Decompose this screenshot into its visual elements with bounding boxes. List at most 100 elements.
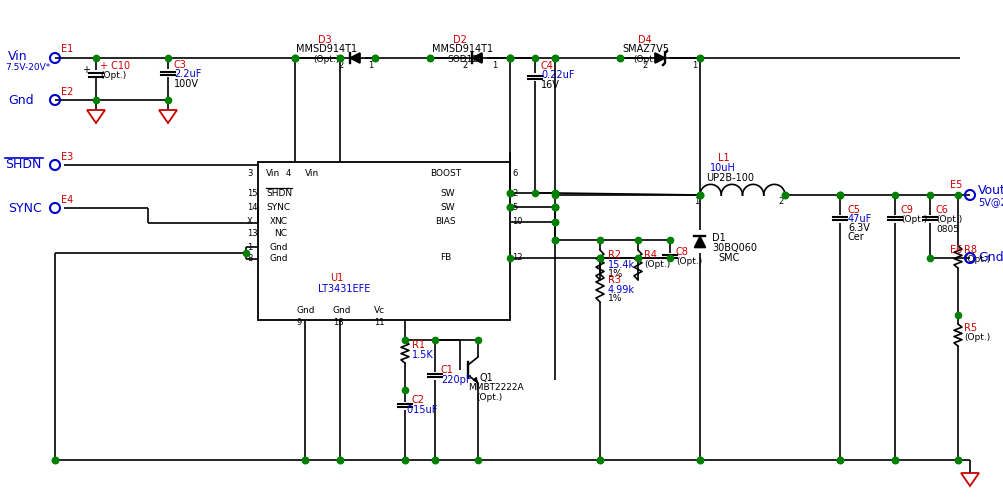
Text: 14: 14: [247, 203, 257, 212]
Text: 0.22uF: 0.22uF: [541, 70, 574, 80]
Text: 15: 15: [247, 188, 257, 198]
Text: 1: 1: [491, 61, 496, 71]
Text: LT3431EFE: LT3431EFE: [318, 284, 370, 294]
Text: MMSD914T1: MMSD914T1: [296, 44, 357, 54]
Text: 1.5K: 1.5K: [411, 350, 433, 360]
Text: 5V@2A: 5V@2A: [977, 197, 1003, 207]
Text: BOOST: BOOST: [429, 169, 460, 178]
Text: 2.2uF: 2.2uF: [174, 69, 202, 79]
Text: 47uF: 47uF: [848, 214, 872, 224]
Text: (Opt.): (Opt.): [643, 261, 670, 270]
Text: 30BQ060: 30BQ060: [711, 243, 756, 253]
Text: SW: SW: [439, 203, 454, 212]
Text: C6: C6: [935, 205, 948, 215]
Text: 6.3V: 6.3V: [848, 223, 869, 233]
Text: U1: U1: [330, 273, 343, 283]
Text: 12: 12: [512, 254, 522, 263]
Text: Vout: Vout: [977, 183, 1003, 197]
Text: 1: 1: [693, 197, 698, 206]
Text: SW: SW: [439, 188, 454, 198]
Text: 2: 2: [641, 61, 647, 71]
Text: 220pF: 220pF: [440, 375, 471, 385]
Text: (Opt.): (Opt.): [963, 256, 989, 265]
Text: L1: L1: [717, 153, 729, 163]
Text: (Opt.): (Opt.): [100, 72, 126, 81]
Text: D2: D2: [452, 35, 466, 45]
Text: SYNC: SYNC: [8, 202, 42, 215]
Text: BIAS: BIAS: [434, 218, 455, 226]
Text: Gnd: Gnd: [333, 306, 351, 316]
Text: Gnd: Gnd: [977, 251, 1003, 265]
Text: MMBT2222A: MMBT2222A: [467, 384, 524, 393]
Text: Q1: Q1: [479, 373, 493, 383]
Text: E4: E4: [61, 195, 73, 205]
Text: SYNC: SYNC: [266, 203, 290, 212]
Text: NC: NC: [274, 228, 287, 237]
Text: Vc: Vc: [374, 306, 385, 316]
Polygon shape: [350, 53, 360, 63]
Text: C5: C5: [848, 205, 861, 215]
Text: 8: 8: [247, 255, 252, 264]
Text: NC: NC: [274, 218, 287, 226]
Polygon shape: [654, 53, 664, 63]
Text: 1: 1: [247, 242, 252, 251]
Text: 1: 1: [368, 61, 373, 71]
Text: SHDN: SHDN: [5, 158, 41, 171]
Text: R2: R2: [608, 250, 621, 260]
Text: (Opt.): (Opt.): [313, 54, 339, 64]
Text: SOD123: SOD123: [446, 54, 483, 64]
Text: 11: 11: [374, 319, 384, 328]
Text: 4.99k: 4.99k: [608, 285, 634, 295]
Text: X: X: [247, 218, 253, 226]
Text: .015uF: .015uF: [403, 405, 437, 415]
Text: C2: C2: [411, 395, 424, 405]
Text: 5: 5: [512, 203, 517, 212]
Text: (Opt.): (Opt.): [475, 394, 502, 403]
Text: 1: 1: [691, 61, 696, 71]
Polygon shape: [471, 53, 481, 63]
Text: C9: C9: [900, 205, 913, 215]
Polygon shape: [694, 236, 705, 247]
Text: R4: R4: [643, 250, 656, 260]
Text: E1: E1: [61, 44, 73, 54]
Text: 1%: 1%: [608, 269, 623, 279]
Text: E3: E3: [61, 152, 73, 162]
Text: 9: 9: [297, 319, 302, 328]
Text: 3: 3: [247, 169, 252, 178]
Text: E2: E2: [61, 87, 73, 97]
Text: C4: C4: [541, 61, 554, 71]
Text: FB: FB: [439, 254, 450, 263]
Text: Vin: Vin: [305, 169, 319, 178]
Text: 2: 2: [777, 197, 782, 206]
Text: X: X: [270, 218, 276, 226]
Text: 7.5V-20V*: 7.5V-20V*: [5, 64, 50, 73]
Text: Vin: Vin: [8, 49, 28, 62]
Text: D4: D4: [637, 35, 651, 45]
Text: Gnd: Gnd: [270, 242, 288, 251]
Text: SMAZ7V5: SMAZ7V5: [622, 44, 668, 54]
Text: R3: R3: [608, 275, 621, 285]
Text: D3: D3: [318, 35, 331, 45]
Text: Gnd: Gnd: [270, 255, 288, 264]
Text: 16V: 16V: [541, 80, 560, 90]
Text: 10uH: 10uH: [709, 163, 735, 173]
Text: E5: E5: [949, 180, 962, 190]
Text: UP2B-100: UP2B-100: [705, 173, 753, 183]
Text: R1: R1: [411, 340, 424, 350]
Text: (Opt.): (Opt.): [632, 54, 659, 64]
Text: Vin: Vin: [266, 169, 280, 178]
Text: MMSD914T1: MMSD914T1: [431, 44, 492, 54]
Text: (Opt.): (Opt.): [675, 258, 701, 267]
Text: SMC: SMC: [717, 253, 738, 263]
Text: 0805: 0805: [935, 224, 958, 233]
Text: SHDN: SHDN: [266, 188, 292, 198]
Text: Gnd: Gnd: [297, 306, 315, 316]
Text: 18: 18: [333, 319, 343, 328]
Text: E6: E6: [949, 245, 961, 255]
Text: 100V: 100V: [174, 79, 199, 89]
Text: 2: 2: [338, 61, 343, 71]
Text: (Opt.): (Opt.): [900, 216, 927, 224]
Text: 2: 2: [512, 188, 517, 198]
Text: R5: R5: [963, 323, 976, 333]
Text: +: +: [82, 65, 90, 75]
